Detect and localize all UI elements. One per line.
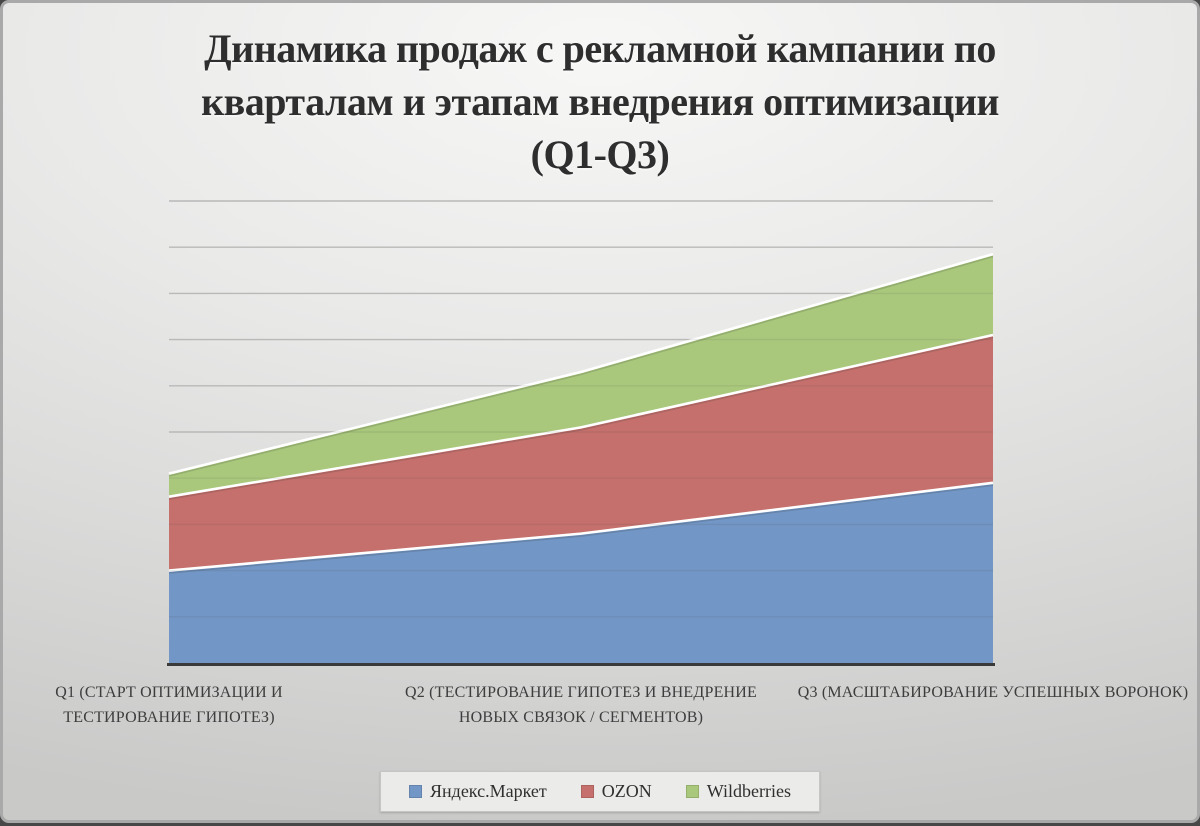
legend-swatch-icon-0 [409,785,423,798]
legend-swatch-icon-1 [580,785,594,798]
chart-canvas [167,200,995,666]
chart-title-line-3: (Q1-Q3) [530,131,670,177]
legend-item-0: Яндекс.Маркет [409,781,547,802]
area-edge-highlight-1 [168,333,994,498]
area-edge-shadow-1 [168,336,994,500]
area-edge-shadow-0 [168,484,994,574]
legend-item-1: OZON [580,781,652,802]
legend-label-0: Яндекс.Маркет [430,781,547,801]
area-band-0 [169,482,993,663]
area-band-1 [169,334,993,571]
chart-title-line-1: Динамика продаж с рекламной кампании по [204,26,996,71]
chart-title-line-2: кварталам и этапам внедрения оптимизации [201,78,999,124]
legend: Яндекс.Маркет OZON Wildberries [380,771,820,812]
area-edge-highlight-0 [168,481,994,572]
legend-label-2: Wildberries [706,781,791,801]
category-label-q1: Q1 (СТАРТ ОПТИМИЗАЦИИ И ТЕСТИРОВАНИЕ ГИП… [55,684,283,726]
chart-title: Динамика продаж с рекламной кампании по … [63,23,1137,181]
area-edge-shadow-2 [168,255,994,477]
category-label-q2: Q2 (ТЕСТИРОВАНИЕ ГИПОТЕЗ И ВНЕДРЕНИЕ НОВ… [404,684,758,726]
legend-item-2: Wildberries [685,781,791,802]
legend-swatch-icon-2 [685,785,699,798]
area-band-2 [169,254,993,497]
category-label-q3: Q3 (МАСШТАБИРОВАНИЕ УСПЕШНЫХ ВОРОНОК) [797,684,1189,701]
legend-label-1: OZON [601,781,652,801]
area-edge-highlight-2 [168,252,994,475]
